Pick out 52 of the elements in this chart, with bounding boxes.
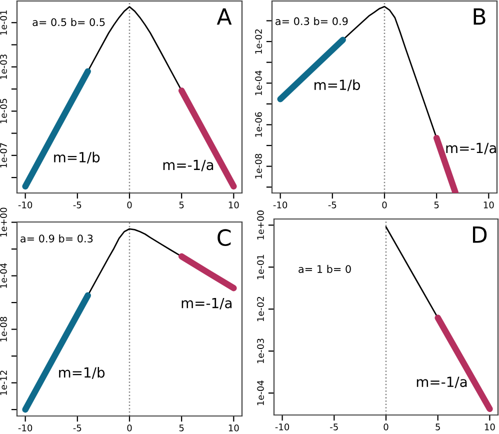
y-tick-label: 1e-02 — [257, 296, 264, 322]
y-tick-label: 1e-01 — [257, 254, 264, 280]
x-tick-label: -10 — [273, 201, 288, 208]
chart-title: B — [474, 8, 486, 25]
x-tick-label: 5 — [436, 424, 440, 430]
x-tick-label: 10 — [228, 424, 239, 432]
chart-title: D — [472, 226, 487, 243]
y-tick-label: 1e+00 — [0, 208, 7, 236]
x-tick-label: 5 — [179, 424, 184, 432]
x-tick-label: -10 — [18, 424, 32, 432]
y-tick-label: 1e-03 — [0, 54, 7, 79]
text: a= 0.3 b= 0.9 — [276, 17, 348, 26]
x-tick-label: -5 — [328, 202, 336, 208]
x-tick-label: -5 — [73, 202, 82, 208]
x-tick-label: 10 — [484, 201, 494, 208]
y-tick-label: 1e-08 — [0, 316, 7, 342]
x-tick-label: 5 — [179, 202, 184, 208]
annotation: m=-1/a — [163, 160, 214, 172]
text: a= 0.5 b= 0.5 — [32, 18, 105, 26]
x-tick-label: 10 — [228, 201, 239, 208]
x-tick-label: 0 — [382, 201, 387, 208]
y-tick-label: 1e-12 — [0, 370, 7, 395]
y-tick-label: 1e-01 — [0, 10, 7, 35]
x-tick-label: 10 — [484, 423, 495, 430]
y-tick-label: 1e-07 — [0, 143, 7, 168]
y-tick-label: 1e-08 — [255, 154, 262, 178]
y-tick-label: 1e-04 — [0, 263, 7, 288]
annotation: m=1/b — [59, 366, 105, 379]
chart-title: C — [218, 229, 231, 246]
x-tick-label: -10 — [275, 423, 290, 430]
x-tick-label: 0 — [384, 423, 388, 430]
annotation: m=-1/a — [182, 298, 232, 310]
x-tick-label: -5 — [73, 424, 82, 432]
y-tick-label: 1e-02 — [255, 29, 262, 54]
x-tick-label: 0 — [127, 201, 132, 208]
chart-title: A — [216, 8, 232, 25]
y-tick-label: 1e-06 — [255, 112, 262, 137]
x-tick-label: -5 — [330, 424, 338, 430]
y-tick-label: 1e-04 — [257, 380, 264, 406]
y-tick-label: 1e-03 — [257, 338, 264, 364]
y-tick-label: 1e+00 — [257, 210, 264, 240]
annotation: m=1/b — [54, 152, 100, 164]
text: a= 1 b= 0 — [298, 264, 351, 273]
text: a= 0.9 b= 0.3 — [20, 234, 93, 242]
annotation: m=-1/a — [446, 142, 496, 154]
y-tick-label: 1e-05 — [0, 98, 7, 124]
y-tick-label: 1e-04 — [255, 70, 262, 96]
x-tick-label: -10 — [18, 201, 32, 208]
x-tick-label: 5 — [434, 202, 439, 208]
annotation: m=-1/a — [416, 376, 467, 388]
x-tick-label: 0 — [127, 424, 132, 432]
annotation: m=1/b — [314, 79, 360, 92]
